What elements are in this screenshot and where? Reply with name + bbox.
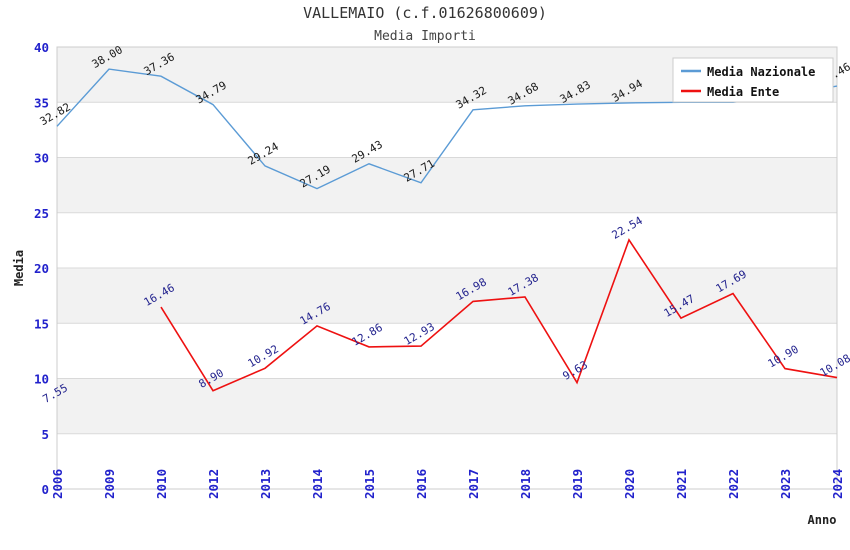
y-axis-tick-label: 40 xyxy=(34,40,49,55)
legend-item-label-media-ente[interactable]: Media Ente xyxy=(707,85,779,99)
x-axis-title: Anno xyxy=(808,513,837,527)
x-axis-tick-label: 2020 xyxy=(622,469,637,499)
x-axis-tick-label: 2021 xyxy=(674,469,689,499)
x-axis-tick-label: 2017 xyxy=(466,469,481,499)
chart-legend[interactable]: Media Nazionale Media Ente xyxy=(672,57,834,103)
plot-area-border xyxy=(56,46,838,490)
x-axis-tick-label: 2014 xyxy=(310,469,325,499)
x-axis-tick-label: 2012 xyxy=(206,469,221,499)
x-axis-tick-label: 2013 xyxy=(258,469,273,499)
y-axis-tick-label: 20 xyxy=(34,261,49,276)
legend-item-label-media-nazionale[interactable]: Media Nazionale xyxy=(707,65,815,79)
y-axis-tick-label: 0 xyxy=(41,482,49,497)
plot-band xyxy=(57,157,837,213)
y-axis-tick-labels: 0 5 10 15 20 25 30 35 40 xyxy=(34,40,49,497)
chart-title: VALLEMAIO (c.f.01626800609) xyxy=(303,4,547,22)
x-axis-tick-label: 2015 xyxy=(362,469,377,499)
y-axis-title: Media xyxy=(12,250,26,286)
x-axis-tick-label: 2023 xyxy=(778,469,793,499)
x-axis-tick-label: 2006 xyxy=(50,469,65,499)
legend-box xyxy=(672,57,834,103)
x-axis-tick-label: 2019 xyxy=(570,469,585,499)
series-media-ente xyxy=(160,238,838,392)
y-axis-tick-label: 25 xyxy=(34,206,49,221)
y-axis-tick-label: 30 xyxy=(34,151,49,166)
x-axis-tick-label: 2018 xyxy=(518,469,533,499)
series-line xyxy=(160,238,838,392)
plot-band xyxy=(57,268,837,324)
x-axis-tick-label: 2009 xyxy=(102,469,117,499)
y-axis-tick-label: 10 xyxy=(34,372,49,387)
plot-bands xyxy=(57,47,837,434)
plot-band xyxy=(57,378,837,434)
x-axis-tick-labels: 2006 2009 2010 2012 2013 2014 2015 2016 2017 2018… xyxy=(50,469,845,499)
x-axis-tick-label: 2024 xyxy=(830,469,845,499)
x-axis-tick-label: 2022 xyxy=(726,469,741,499)
y-axis-tick-label: 35 xyxy=(34,95,49,110)
chart-subtitle: Media Importi xyxy=(374,29,476,44)
y-axis-tick-label: 5 xyxy=(41,427,49,442)
y-axis-tick-label: 15 xyxy=(34,316,49,331)
x-axis-tick-label: 2016 xyxy=(414,469,429,499)
x-axis-tick-label: 2010 xyxy=(154,469,169,499)
